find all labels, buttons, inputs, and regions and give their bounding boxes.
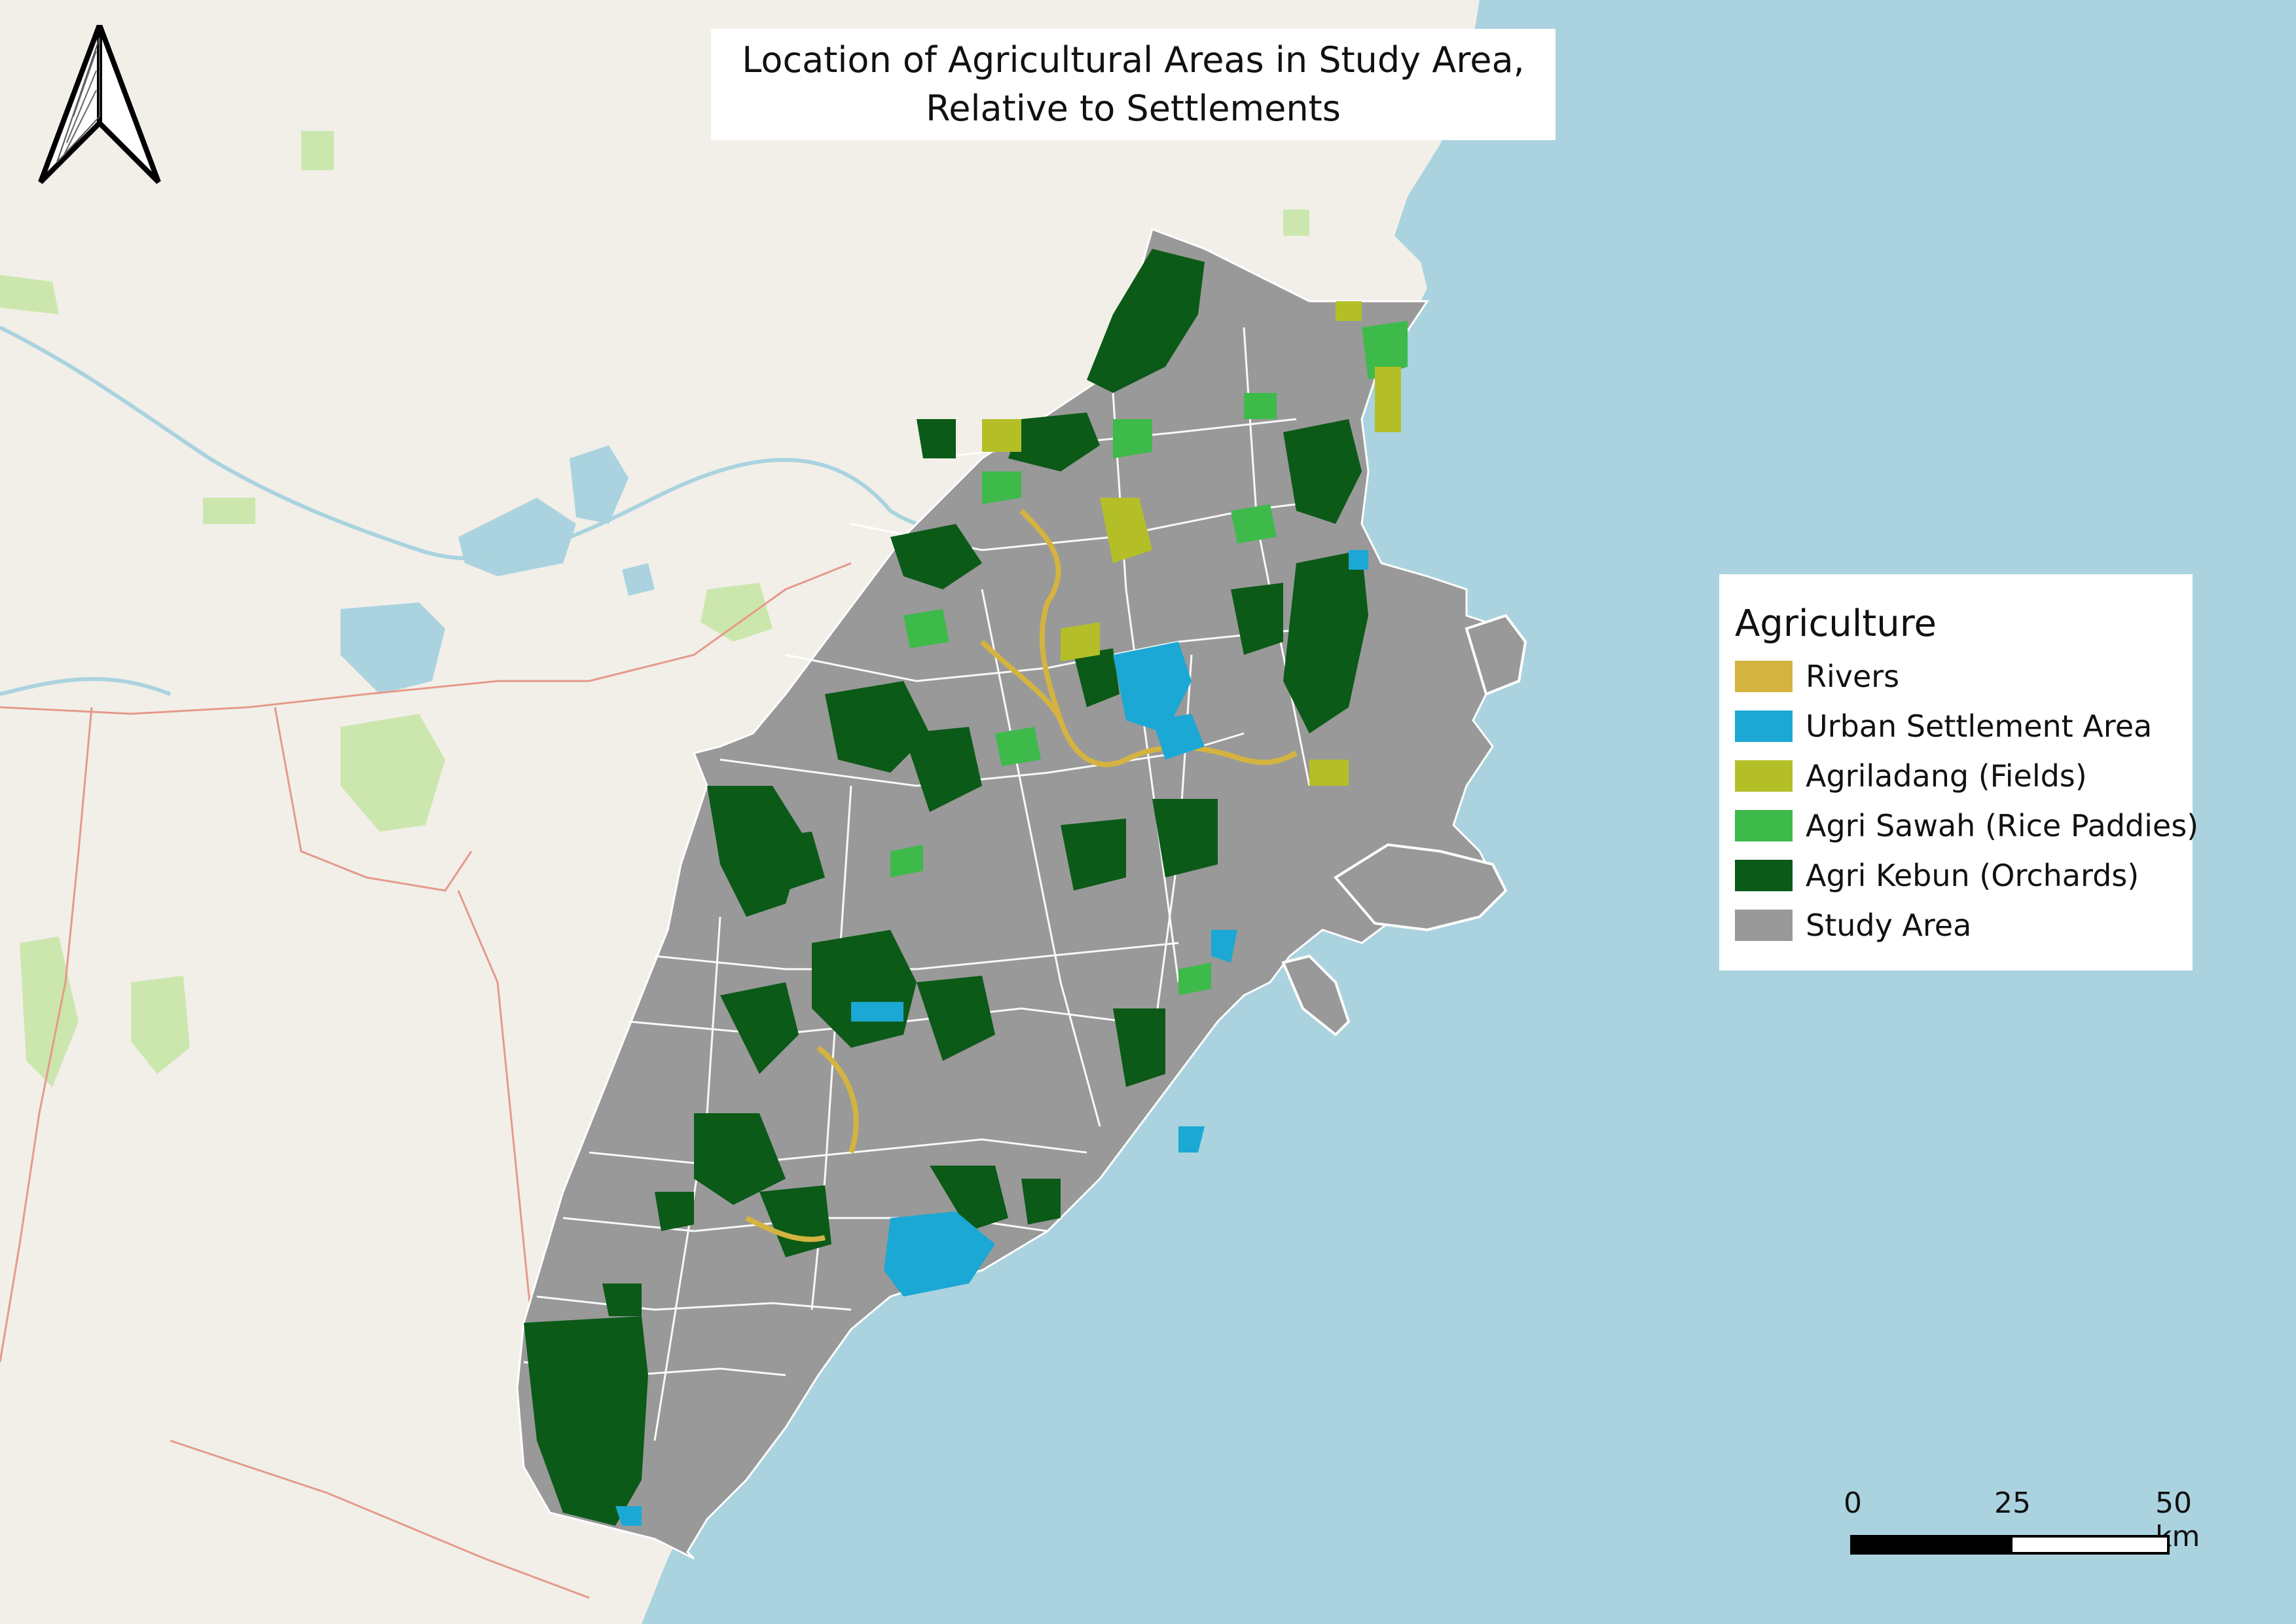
basemap-rivers — [0, 325, 1023, 696]
legend-item-study-area[interactable]: Study Area — [1735, 900, 2193, 950]
legend-item-agri-sawah[interactable]: Agri Sawah (Rice Paddies) — [1735, 801, 2198, 851]
scale-bar-tick-mid: 25 — [1994, 1486, 2031, 1520]
scale-bar-segment-black — [1850, 1535, 2013, 1555]
legend-swatch-agri-kebun — [1735, 860, 1793, 891]
basemap-lakes — [340, 445, 655, 694]
scale-bar-segment-white — [2010, 1535, 2170, 1555]
legend: Agriculture Rivers Urban Settlement Area… — [1719, 574, 2198, 970]
delta-lobes — [1281, 614, 1527, 1037]
study-area-rivers — [745, 509, 1298, 1242]
basemap-parks — [0, 131, 1309, 1087]
legend-label: Agri Kebun (Orchards) — [1806, 858, 2140, 893]
agri-kebun-areas — [524, 249, 1368, 1526]
legend-label: Study Area — [1806, 908, 1972, 943]
legend-label: Rivers — [1806, 659, 1900, 694]
legend-swatch-study-area — [1735, 910, 1793, 941]
agriladang-areas — [982, 301, 1401, 786]
legend-swatch-agri-sawah — [1735, 810, 1793, 841]
map-title-line-2: Relative to Settlements — [926, 88, 1341, 129]
scale-bar-tick-0: 0 — [1844, 1486, 1862, 1520]
legend-label: Urban Settlement Area — [1806, 709, 2153, 744]
map-title-line-1: Location of Agricultural Areas in Study … — [742, 39, 1525, 81]
legend-swatch-urban-settlement — [1735, 710, 1793, 742]
basemap-admin-boundaries — [0, 562, 852, 1599]
legend-label: Agriladang (Fields) — [1806, 758, 2087, 794]
map-title: Location of Agricultural Areas in Study … — [711, 29, 1556, 140]
legend-item-agri-kebun[interactable]: Agri Kebun (Orchards) — [1735, 851, 2193, 900]
legend-item-urban-settlement[interactable]: Urban Settlement Area — [1735, 701, 2193, 751]
scale-bar: 0 25 50 km — [1840, 1481, 2200, 1579]
legend-item-agriladang[interactable]: Agriladang (Fields) — [1735, 751, 2193, 801]
agri-sawah-areas — [890, 321, 1408, 995]
north-arrow-icon — [34, 24, 165, 189]
urban-settlement-areas — [615, 550, 1368, 1526]
legend-label: Agri Sawah (Rice Paddies) — [1806, 808, 2199, 843]
legend-swatch-agriladang — [1735, 760, 1793, 792]
legend-item-rivers[interactable]: Rivers — [1735, 652, 2193, 701]
legend-swatch-rivers — [1735, 661, 1793, 692]
legend-heading: Agriculture — [1735, 602, 1937, 645]
